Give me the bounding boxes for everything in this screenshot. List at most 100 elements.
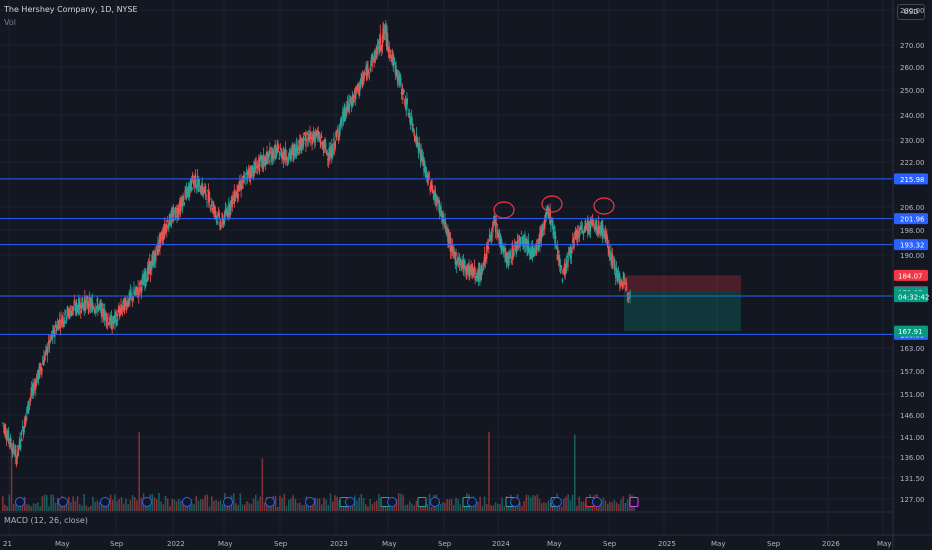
candle-body bbox=[466, 268, 468, 274]
time-tick-label: Sep bbox=[767, 540, 781, 548]
volume-bar bbox=[4, 504, 6, 511]
volume-bar bbox=[164, 495, 167, 511]
volume-bar bbox=[545, 503, 547, 511]
candle-body bbox=[60, 315, 62, 317]
volume-bar bbox=[59, 502, 61, 511]
candle-body bbox=[58, 320, 60, 329]
candle-body bbox=[198, 180, 200, 192]
candle-body bbox=[83, 302, 85, 311]
candle-body bbox=[419, 152, 422, 161]
candle-body bbox=[29, 397, 31, 400]
candle-body bbox=[138, 291, 140, 297]
candle-body bbox=[202, 186, 204, 193]
candle-body bbox=[496, 230, 499, 233]
volume-bar bbox=[193, 504, 195, 511]
volume-bar bbox=[136, 500, 138, 511]
candle-body bbox=[325, 142, 327, 149]
candle-body bbox=[348, 104, 351, 108]
candle-body bbox=[112, 316, 114, 324]
volume-bar bbox=[68, 496, 70, 511]
candle-body bbox=[13, 445, 15, 452]
candle-body bbox=[612, 264, 614, 266]
time-tick-label: 2026 bbox=[822, 540, 840, 548]
candle-body bbox=[578, 227, 581, 236]
level-tag-label: 201.96 bbox=[900, 216, 925, 224]
candle-body bbox=[388, 46, 390, 53]
candle-body bbox=[577, 230, 579, 237]
candle-body bbox=[539, 232, 541, 246]
candle-body bbox=[214, 206, 216, 214]
candle-body bbox=[490, 231, 493, 242]
candle-body bbox=[95, 311, 97, 313]
volume-bar bbox=[398, 493, 400, 511]
candle-body bbox=[507, 256, 510, 266]
stop-loss-zone bbox=[624, 275, 741, 292]
candle-body bbox=[395, 65, 397, 76]
candle-body bbox=[410, 120, 412, 124]
volume-bar bbox=[549, 502, 552, 511]
volume-bar bbox=[70, 502, 72, 511]
candle-body bbox=[536, 247, 538, 250]
candle-body bbox=[108, 322, 110, 326]
volume-bar bbox=[125, 498, 127, 511]
candle-body bbox=[445, 222, 447, 232]
candle-body bbox=[544, 219, 546, 230]
candle-body bbox=[367, 66, 369, 67]
candle-body bbox=[522, 235, 525, 246]
candle-body bbox=[172, 209, 175, 219]
candle-body bbox=[599, 227, 602, 231]
candle-body bbox=[364, 72, 366, 75]
candle-body bbox=[134, 291, 137, 294]
candle-body bbox=[533, 253, 535, 258]
candle-body bbox=[227, 214, 229, 216]
candle-body bbox=[62, 316, 64, 324]
candle-body bbox=[90, 303, 92, 308]
volume-bar bbox=[459, 504, 462, 511]
candle-body bbox=[216, 215, 218, 218]
candle-body bbox=[528, 249, 530, 254]
candle-body bbox=[300, 143, 302, 151]
volume-bar bbox=[413, 505, 415, 511]
candle-body bbox=[422, 157, 424, 167]
volume-bar bbox=[76, 496, 79, 511]
volume-bar bbox=[325, 499, 327, 511]
volume-bar bbox=[523, 500, 525, 511]
candle-body bbox=[542, 227, 545, 231]
candle-body bbox=[393, 57, 395, 61]
volume-bar bbox=[367, 506, 369, 511]
candle-body bbox=[624, 280, 626, 285]
volume-bar bbox=[626, 499, 629, 511]
candle-body bbox=[559, 257, 561, 266]
volume-bar bbox=[153, 497, 156, 511]
volume-bar bbox=[301, 505, 303, 511]
candle-body bbox=[524, 233, 526, 244]
candle-body bbox=[230, 200, 232, 211]
time-tick-label: Sep bbox=[274, 540, 288, 548]
volume-bar bbox=[195, 495, 198, 511]
volume-bar bbox=[156, 499, 158, 511]
volume-bar bbox=[134, 496, 136, 511]
candle-body bbox=[578, 236, 580, 238]
candle-body bbox=[183, 202, 186, 205]
price-tag bbox=[894, 291, 928, 303]
candle-body bbox=[351, 96, 354, 107]
candle-body bbox=[506, 252, 508, 257]
candle-body bbox=[322, 147, 325, 153]
volume-bar bbox=[543, 501, 545, 511]
candle-body bbox=[51, 336, 53, 340]
candle-body bbox=[366, 64, 369, 77]
volume-bar bbox=[206, 494, 209, 511]
candle-body bbox=[258, 158, 261, 172]
candle-body bbox=[459, 258, 461, 260]
candle-body bbox=[493, 220, 495, 222]
candle-body bbox=[17, 445, 19, 455]
candle-body bbox=[224, 211, 226, 223]
candle-body bbox=[436, 199, 438, 207]
candle-body bbox=[244, 174, 246, 176]
candle-body bbox=[341, 121, 343, 125]
volume-bar bbox=[24, 496, 26, 511]
currency-button[interactable]: USD bbox=[897, 4, 925, 20]
candle-body bbox=[54, 324, 57, 328]
